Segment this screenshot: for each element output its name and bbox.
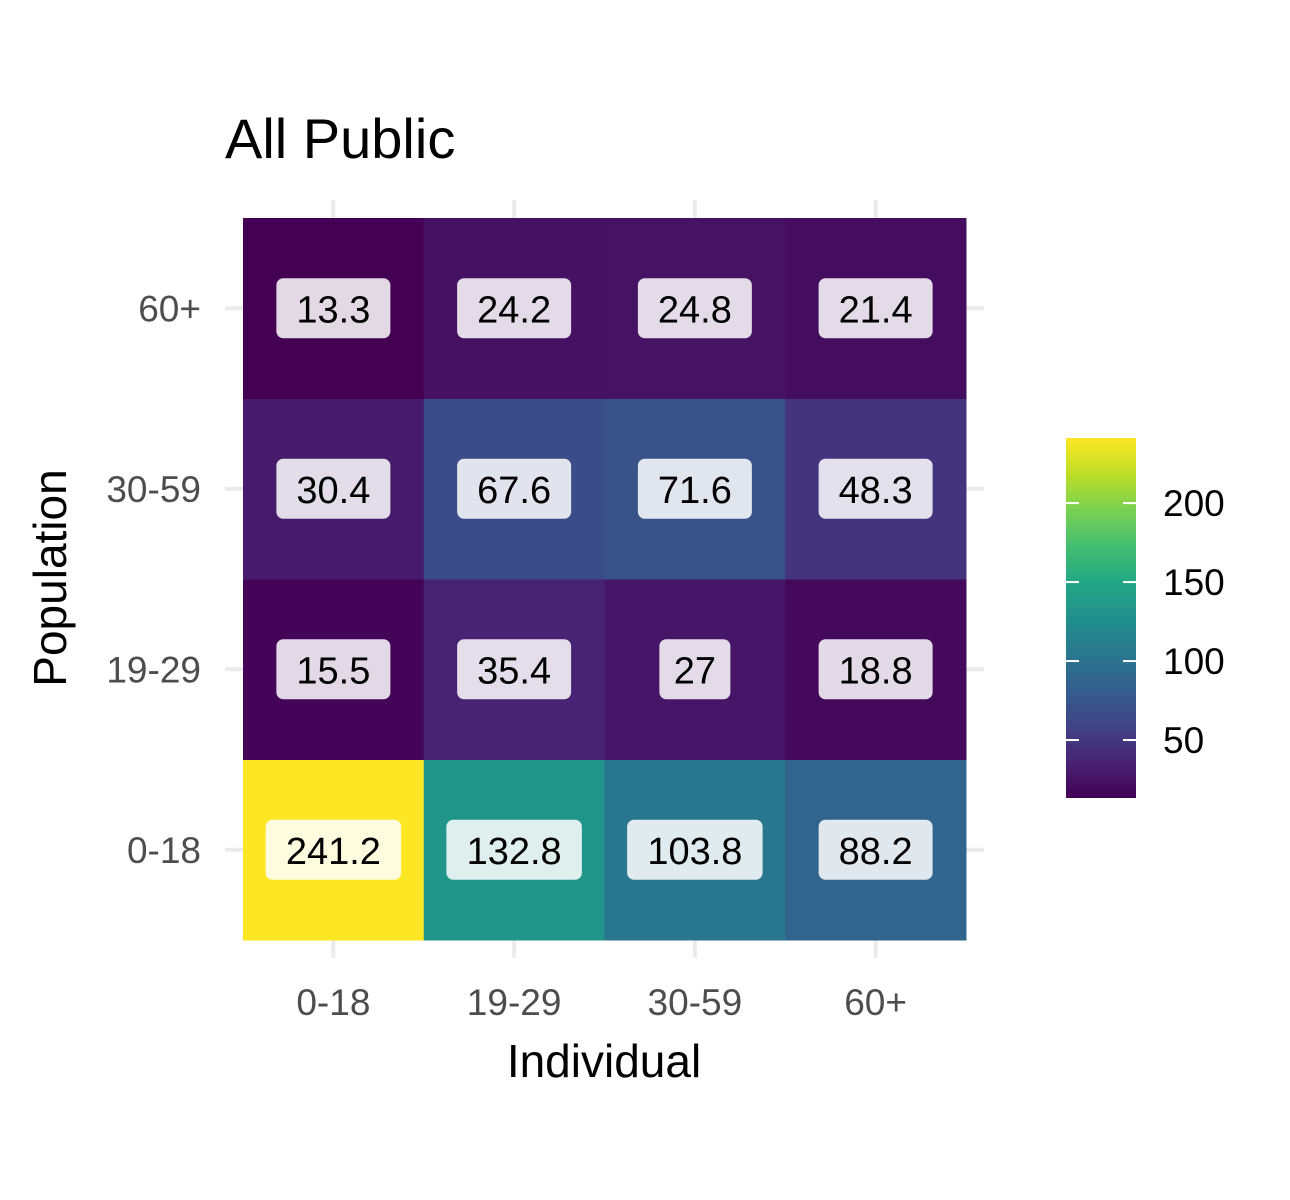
colorbar-tick-label: 150 (1163, 562, 1225, 603)
cell-label: 67.6 (457, 458, 572, 519)
cell-label: 88.2 (818, 819, 933, 880)
cell-label-text: 21.4 (839, 289, 913, 331)
cell-label-box (818, 278, 933, 339)
cell-label-text: 24.2 (477, 289, 551, 331)
cell-label: 18.8 (818, 639, 933, 700)
x-tick-label: 19-29 (467, 982, 562, 1023)
cell-label-text: 13.3 (296, 289, 370, 331)
cell-label-text: 67.6 (477, 470, 551, 512)
colorbar-tick-label: 100 (1163, 641, 1225, 682)
cell-label-box (659, 639, 731, 700)
cell-label: 13.3 (276, 278, 391, 339)
cell-label-text: 71.6 (658, 470, 732, 512)
cell-label-box (457, 639, 572, 700)
cell-label-box (457, 458, 572, 519)
x-axis-ticks: 0-18 19-29 30-59 60+ (296, 982, 907, 1023)
x-tick-label: 60+ (844, 982, 907, 1023)
cell-label: 24.2 (457, 278, 572, 339)
cell-label: 24.8 (637, 278, 752, 339)
cell-label-box (818, 819, 933, 880)
colorbar-tick-label: 200 (1163, 483, 1225, 524)
colorbar (1066, 438, 1136, 798)
cell-label-text: 27 (674, 650, 716, 692)
cell-label-box (265, 819, 402, 880)
cell-label-text: 24.8 (658, 289, 732, 331)
y-tick-label: 0-18 (127, 830, 201, 871)
cell-label-box (446, 819, 582, 880)
x-tick-label: 0-18 (296, 982, 370, 1023)
cell-label: 48.3 (818, 458, 933, 519)
cell-label-text: 103.8 (647, 831, 742, 873)
x-axis-title: Individual (507, 1035, 701, 1087)
cell-label-text: 18.8 (839, 650, 913, 692)
cell-label: 103.8 (627, 819, 763, 880)
cell-label-box (457, 278, 572, 339)
cell-label: 241.2 (265, 819, 402, 880)
cell-label: 15.5 (276, 639, 391, 700)
cell-label-text: 15.5 (296, 650, 370, 692)
cell-label-box (627, 819, 763, 880)
y-axis-title: Population (24, 469, 76, 686)
cell-label: 30.4 (276, 458, 391, 519)
cell-label-box (276, 278, 391, 339)
cell-labels: 241.2 132.8 103.8 88.2 15.5 35.4 27 18.8 30.4 67.… (265, 278, 933, 880)
cell-label-box (818, 639, 933, 700)
cell-label-box (276, 639, 391, 700)
cell-label-text: 30.4 (296, 470, 370, 512)
cell-label: 35.4 (457, 639, 572, 700)
cell-label: 21.4 (818, 278, 933, 339)
colorbar-tick-label: 50 (1163, 720, 1204, 761)
colorbar-legend: 50 100 150 200 (1066, 438, 1225, 798)
cell-label-text: 132.8 (467, 831, 562, 873)
cell-label-box (818, 458, 933, 519)
cell-label: 132.8 (446, 819, 582, 880)
x-tick-label: 30-59 (648, 982, 743, 1023)
y-tick-label: 60+ (138, 288, 201, 329)
cell-label-text: 48.3 (839, 470, 913, 512)
cell-label-box (637, 458, 752, 519)
y-axis-ticks: 0-18 19-29 30-59 60+ (106, 288, 201, 871)
cell-label-box (276, 458, 391, 519)
cell-label-text: 35.4 (477, 650, 551, 692)
cell-label-box (637, 278, 752, 339)
chart-title: All Public (225, 107, 455, 170)
cell-label-text: 88.2 (839, 831, 913, 873)
cell-label: 27 (659, 639, 731, 700)
y-tick-label: 30-59 (106, 469, 201, 510)
y-tick-label: 19-29 (106, 649, 201, 690)
cell-label-text: 241.2 (286, 831, 381, 873)
cell-label: 71.6 (637, 458, 752, 519)
